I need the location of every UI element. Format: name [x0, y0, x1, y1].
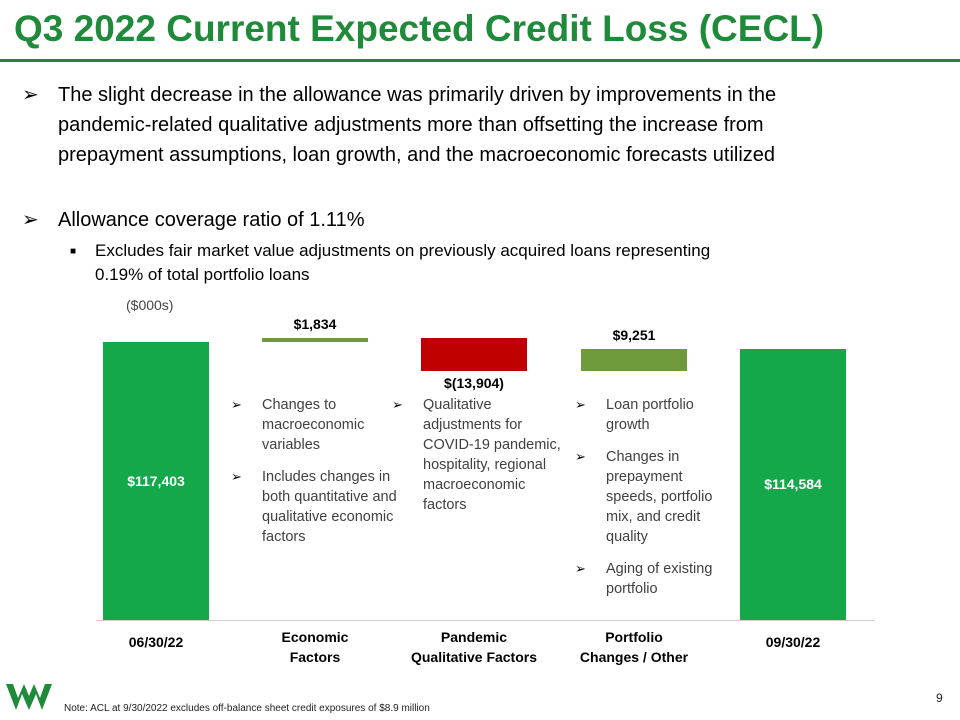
- bullet-line: The slight decrease in the allowance was…: [58, 84, 777, 106]
- economic-factors-notes: ➢ Changes to macroeconomic variables ➢ Inc…: [231, 395, 403, 559]
- arrow-bullet-icon: ➢: [22, 84, 39, 106]
- note-item: ➢ Qualitative adjustments for COVID-19 pa…: [392, 395, 570, 515]
- chart-units-label: ($000s): [126, 297, 174, 313]
- pandemic-factors-notes: ➢ Qualitative adjustments for COVID-19 pa…: [392, 395, 570, 527]
- waterfall-bar: [740, 348, 846, 620]
- x-category-label: Portfolio Changes / Other: [579, 629, 689, 665]
- bar-value-label: $1,834: [293, 315, 337, 332]
- bar-value-label: $9,251: [612, 326, 656, 343]
- note-text: Qualitative adjustments for COVID-19 pan…: [423, 397, 561, 513]
- bar-value-label: $(13,904): [444, 374, 504, 391]
- arrow-bullet-icon: ➢: [392, 397, 403, 412]
- x-category-label: Pandemic Qualitative Factors: [410, 629, 538, 665]
- note-item: ➢ Changes to macroeconomic variables: [231, 395, 403, 455]
- waterfall-bar: [421, 337, 527, 371]
- bullet-line: pandemic-related qualitative adjustments…: [58, 114, 764, 136]
- title-divider: [0, 59, 960, 62]
- footnote: Note: ACL at 9/30/2022 excludes off-bala…: [64, 703, 430, 714]
- note-item: ➢ Loan portfolio growth: [575, 395, 735, 435]
- sub-bullet-line: Excludes fair market value adjustments o…: [95, 241, 711, 260]
- arrow-bullet-icon: ➢: [575, 397, 586, 412]
- portfolio-changes-notes: ➢ Loan portfolio growth ➢ Changes in prepa…: [575, 395, 735, 611]
- note-item: ➢ Includes changes in both quantitative a…: [231, 467, 403, 547]
- note-text: Aging of existing portfolio: [606, 561, 713, 597]
- arrow-bullet-icon: ➢: [231, 469, 242, 484]
- arrow-bullet-icon: ➢: [575, 561, 586, 576]
- square-bullet-icon: ■: [70, 246, 77, 257]
- sub-bullet-line: 0.19% of total portfolio loans: [95, 265, 310, 284]
- arrow-bullet-icon: ➢: [575, 449, 586, 464]
- note-item: ➢ Aging of existing portfolio: [575, 559, 735, 599]
- arrow-bullet-icon: ➢: [231, 397, 242, 412]
- arrow-bullet-icon: ➢: [22, 209, 39, 231]
- x-axis-line: [96, 620, 874, 621]
- x-category-label: 06/30/22: [128, 634, 184, 650]
- waterfall-bar: [581, 348, 687, 371]
- note-text: Loan portfolio growth: [606, 397, 694, 433]
- waterfall-bar: [262, 337, 368, 342]
- company-logo-icon: [6, 684, 52, 710]
- note-text: Changes to macroeconomic variables: [262, 397, 365, 453]
- note-text: Changes in prepayment speeds, portfolio …: [606, 449, 713, 545]
- note-text: Includes changes in both quantitative an…: [262, 469, 397, 545]
- slide-title: Q3 2022 Current Expected Credit Loss (CE…: [14, 8, 825, 49]
- waterfall-bar: [103, 342, 209, 620]
- bar-value-label: $114,584: [764, 476, 822, 493]
- x-category-label: 09/30/22: [765, 634, 821, 650]
- bullet-line: prepayment assumptions, loan growth, and…: [58, 144, 776, 166]
- bullet-line: Allowance coverage ratio of 1.11%: [58, 209, 365, 231]
- note-item: ➢ Changes in prepayment speeds, portfolio…: [575, 447, 735, 547]
- x-category-label: Economic Factors: [281, 629, 349, 665]
- page-number: 9: [936, 691, 943, 705]
- bar-value-label: $117,403: [127, 473, 185, 489]
